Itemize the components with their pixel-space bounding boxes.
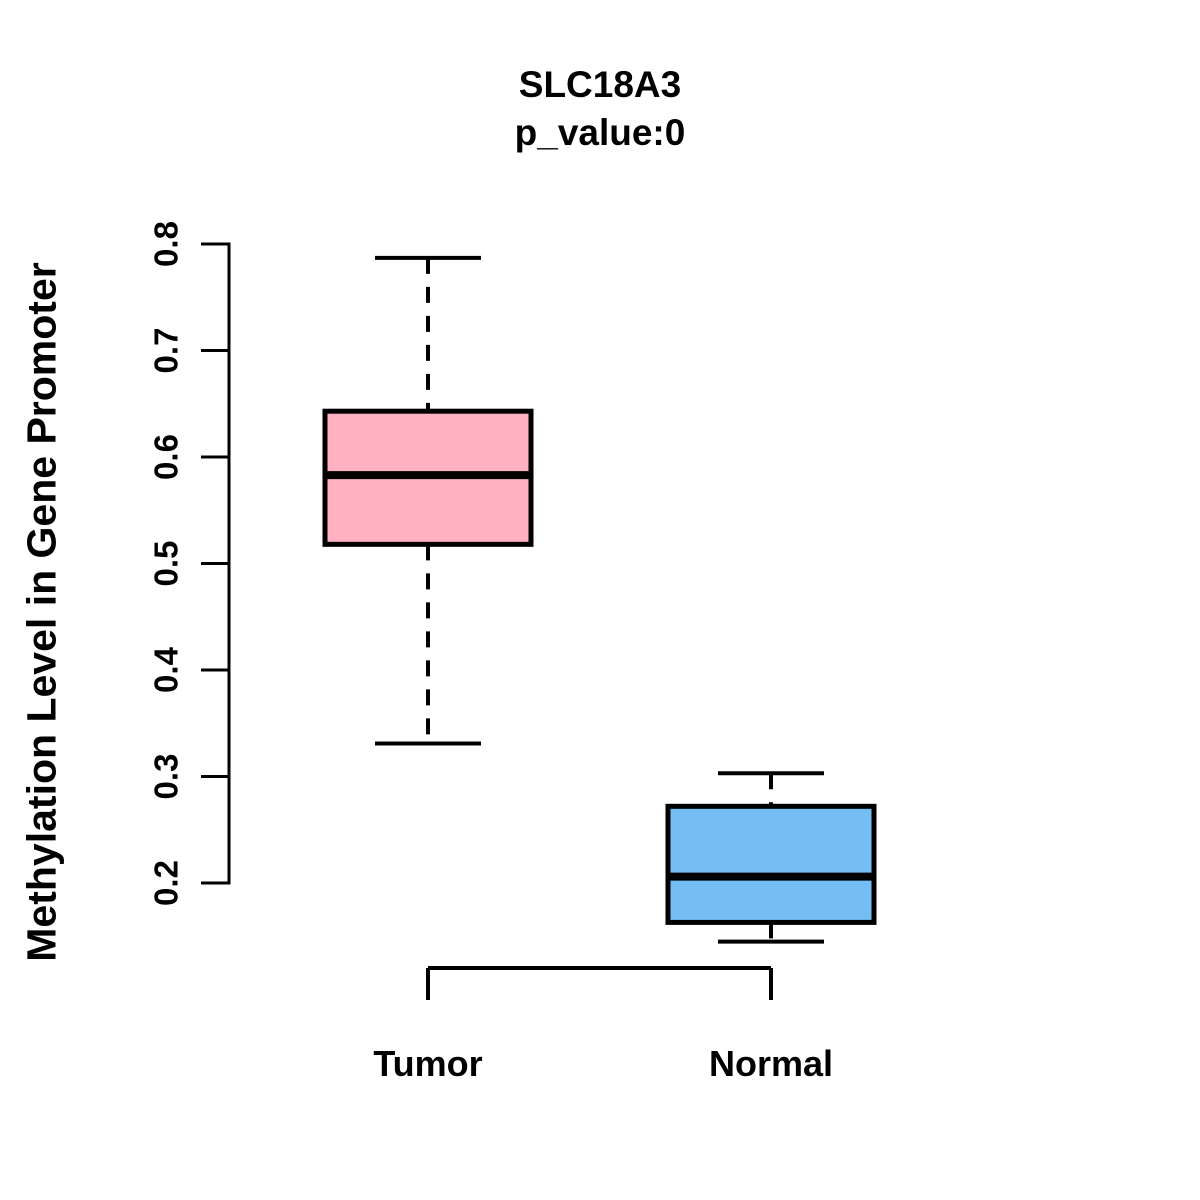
y-tick-label: 0.5 bbox=[148, 541, 185, 587]
y-tick-label: 0.8 bbox=[148, 221, 185, 267]
box-normal bbox=[665, 803, 877, 925]
y-tick-label: 0.2 bbox=[148, 860, 185, 906]
chart-subtitle: p_value:0 bbox=[514, 112, 686, 153]
y-tick-label: 0.7 bbox=[148, 328, 185, 374]
chart-title: SLC18A3 bbox=[518, 64, 682, 105]
y-tick-label: 0.6 bbox=[148, 434, 185, 480]
y-tick-label: 0.4 bbox=[148, 646, 185, 693]
y-tick-label: 0.3 bbox=[148, 754, 185, 800]
x-category-label-tumor: Tumor bbox=[373, 1043, 482, 1084]
x-category-label-normal: Normal bbox=[709, 1043, 833, 1084]
